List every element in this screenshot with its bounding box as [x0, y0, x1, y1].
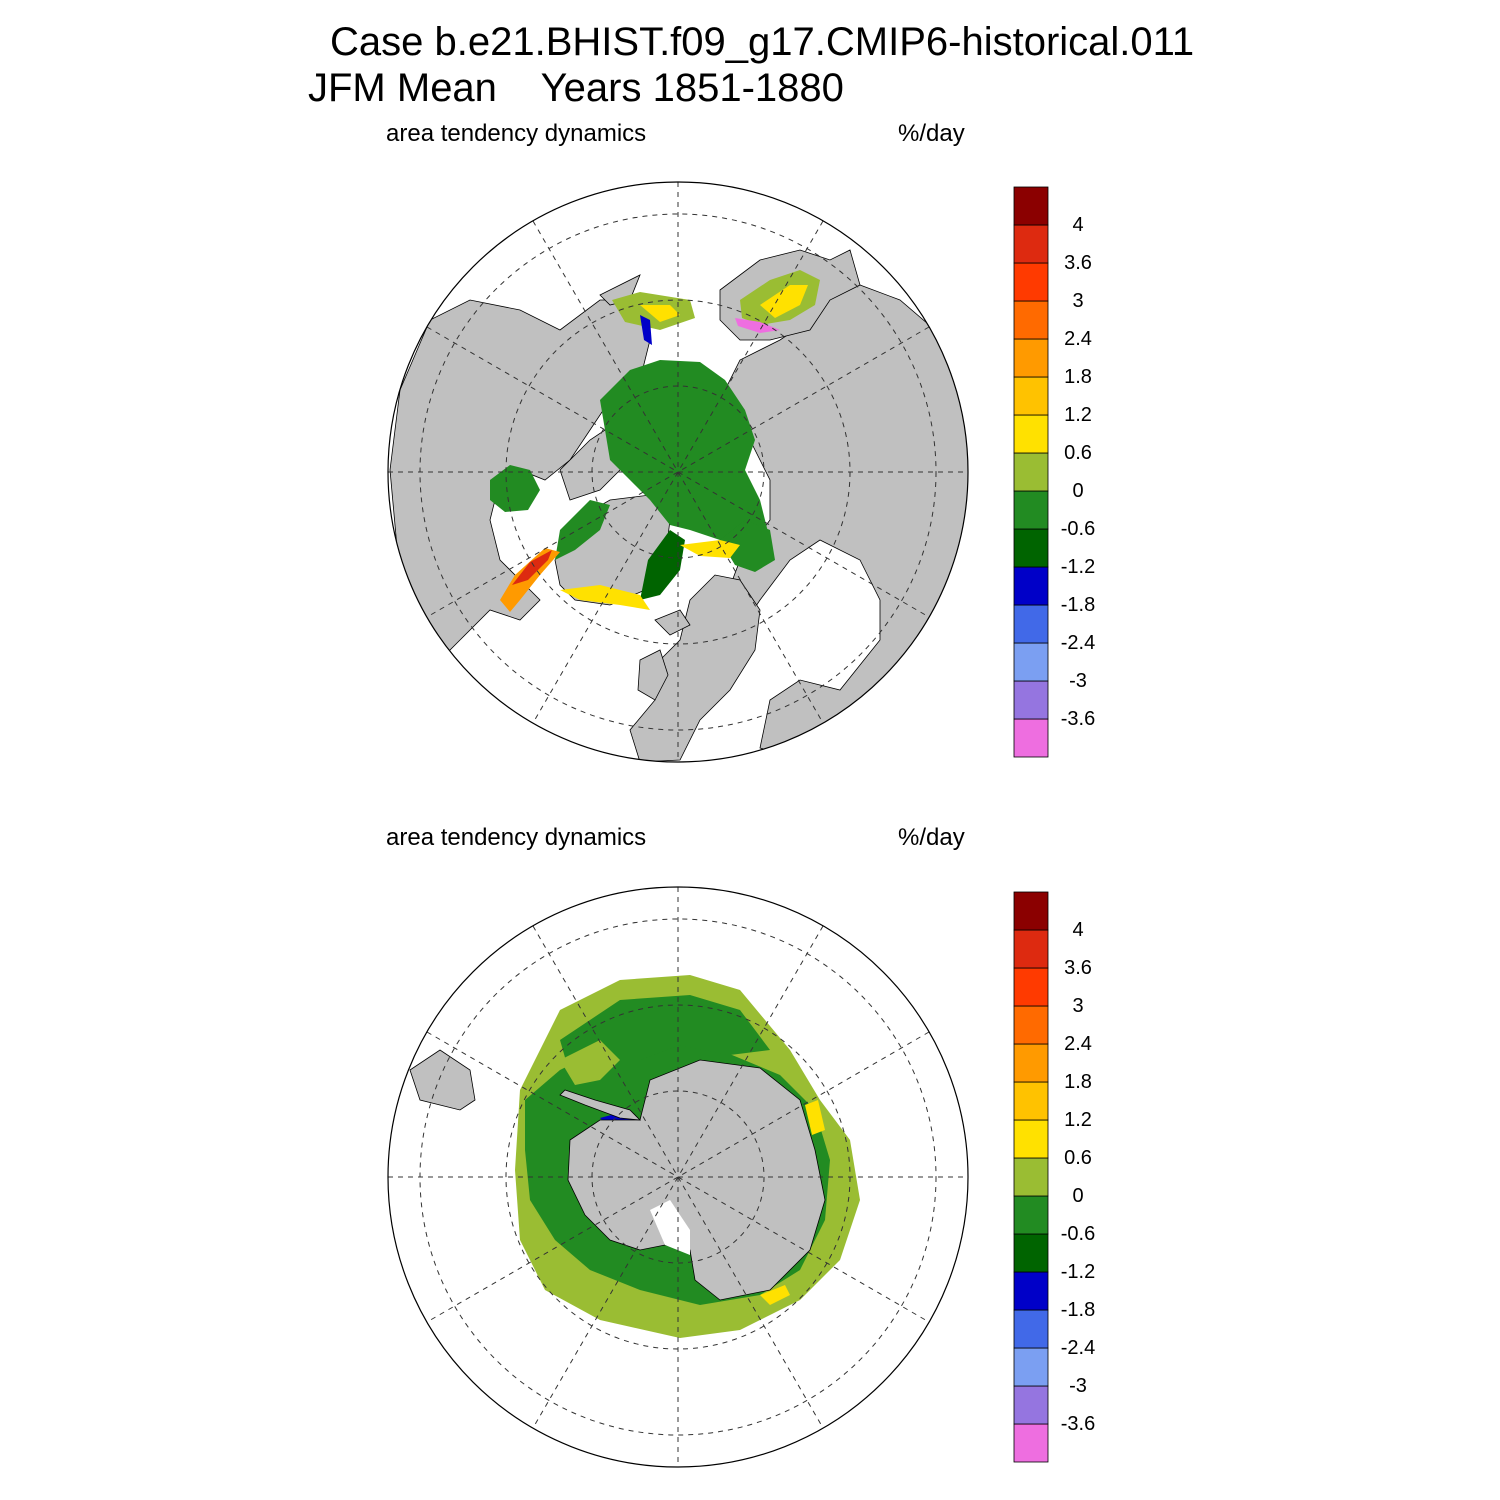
- north-polar-map: [388, 182, 968, 762]
- colorbar-swatch: [1013, 262, 1049, 302]
- colorbar-tick-label: -0.6: [1060, 1223, 1096, 1245]
- colorbar-swatch: [1013, 891, 1049, 931]
- colorbar-tick-label: 1.8: [1064, 366, 1092, 388]
- colorbar-swatch: [1013, 1043, 1049, 1083]
- colorbar-tick-label: 0.6: [1064, 442, 1092, 464]
- colorbar-tick-label: -3: [1069, 1375, 1087, 1397]
- colorbar-swatch: [1013, 1157, 1049, 1197]
- colorbar-tick-label: -3.6: [1060, 1413, 1096, 1435]
- colorbar-tick-label: 2.4: [1064, 328, 1092, 350]
- colorbar-tick-label: 2.4: [1064, 1033, 1092, 1055]
- colorbar-tick-label: 4: [1072, 919, 1084, 941]
- south-graticule: [388, 887, 968, 1467]
- colorbar-swatch: [1013, 1423, 1049, 1463]
- colorbar-tick-label: -2.4: [1060, 632, 1096, 654]
- colorbar-tick-label: 3.6: [1064, 957, 1092, 979]
- south-polar-map: [388, 887, 968, 1467]
- colorbar-swatch: [1013, 452, 1049, 492]
- colorbar-swatch: [1013, 1233, 1049, 1273]
- colorbar-tick-label: 0: [1072, 1185, 1084, 1207]
- colorbar-swatch: [1013, 642, 1049, 682]
- south-land: [409, 1049, 826, 1301]
- colorbar-tick-label: -1.8: [1060, 594, 1096, 616]
- north-colorbar: [1013, 186, 1049, 758]
- colorbar-swatch: [1013, 414, 1049, 454]
- colorbar-swatch: [1013, 490, 1049, 530]
- colorbar-swatch: [1013, 376, 1049, 416]
- colorbar-tick-label: -1.2: [1060, 556, 1096, 578]
- colorbar-swatch: [1013, 1119, 1049, 1159]
- colorbar-tick-label: -0.6: [1060, 518, 1096, 540]
- colorbar-swatch: [1013, 604, 1049, 644]
- colorbar-swatch: [1013, 186, 1049, 226]
- south-colorbar: [1013, 891, 1049, 1463]
- colorbar-swatch: [1013, 680, 1049, 720]
- colorbar-tick-label: 3.6: [1064, 252, 1092, 274]
- colorbar-tick-label: 0: [1072, 480, 1084, 502]
- colorbar-tick-label: 0.6: [1064, 1147, 1092, 1169]
- colorbar-swatch: [1013, 929, 1049, 969]
- colorbar-tick-label: -3.6: [1060, 708, 1096, 730]
- colorbar-swatch: [1013, 1309, 1049, 1349]
- colorbar-tick-label: 3: [1072, 995, 1084, 1017]
- colorbar-swatch: [1013, 1385, 1049, 1425]
- colorbar-swatch: [1013, 1005, 1049, 1045]
- colorbar-swatch: [1013, 967, 1049, 1007]
- figure-title-period: JFM Mean Years 1851-1880: [308, 66, 844, 110]
- colorbar-tick-label: -2.4: [1060, 1337, 1096, 1359]
- colorbar-tick-label: -1.2: [1060, 1261, 1096, 1283]
- colorbar-tick-label: 3: [1072, 290, 1084, 312]
- colorbar-tick-label: -3: [1069, 670, 1087, 692]
- north-graticule: [388, 182, 968, 762]
- colorbar-tick-label: 1.2: [1064, 1109, 1092, 1131]
- colorbar-swatch: [1013, 338, 1049, 378]
- south-panel-variable-label: area tendency dynamics: [386, 824, 647, 851]
- colorbar-tick-label: -1.8: [1060, 1299, 1096, 1321]
- figure-title-case: Case b.e21.BHIST.f09_g17.CMIP6-historica…: [330, 20, 1195, 64]
- north-panel-variable-label: area tendency dynamics: [386, 120, 647, 147]
- colorbar-tick-label: 1.8: [1064, 1071, 1092, 1093]
- south-map-border: [387, 886, 969, 1468]
- north-map-border: [387, 181, 969, 763]
- south-panel-units-label: %/day: [898, 824, 965, 851]
- colorbar-tick-label: 4: [1072, 214, 1084, 236]
- colorbar-swatch: [1013, 224, 1049, 264]
- colorbar-tick-label: 1.2: [1064, 404, 1092, 426]
- colorbar-swatch: [1013, 1271, 1049, 1311]
- north-panel-units-label: %/day: [898, 120, 965, 147]
- colorbar-swatch: [1013, 528, 1049, 568]
